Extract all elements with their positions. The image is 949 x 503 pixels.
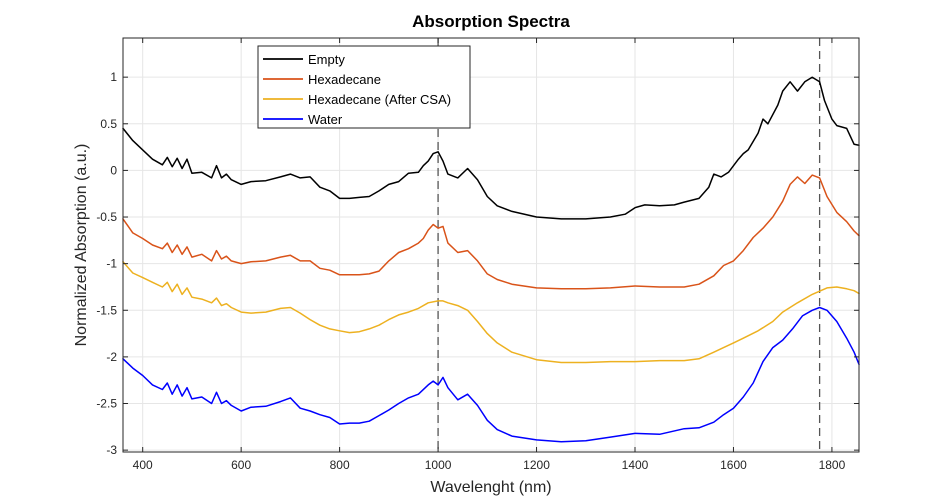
x-tick-label: 1800 [819, 458, 846, 472]
legend-label: Hexadecane [308, 72, 381, 87]
legend: Empty Hexadecane Hexadecane (After CSA) Wat… [257, 45, 471, 129]
x-axis-title: Wavelenght (nm) [430, 479, 551, 496]
x-tick-label: 1400 [622, 458, 649, 472]
series-line-3 [122, 261, 860, 364]
series-line-2 [122, 174, 860, 290]
x-tick-label: 1000 [425, 458, 452, 472]
legend-label: Empty [308, 52, 345, 67]
plot-area [123, 38, 859, 452]
y-tick-label: -3 [106, 443, 117, 457]
x-tick-label: 400 [133, 458, 153, 472]
legend-entries: Empty Hexadecane Hexadecane (After CSA) Wat… [263, 52, 451, 127]
axis-ticks [123, 38, 859, 452]
x-tick-labels: 400 600 800 1000 1200 1400 1600 1800 [133, 458, 846, 472]
y-tick-label: 1 [110, 70, 117, 84]
legend-label: Hexadecane (After CSA) [308, 92, 451, 107]
legend-label: Water [308, 112, 343, 127]
x-tick-label: 600 [231, 458, 251, 472]
y-tick-labels: 1 0.5 0 -0.5 -1 -1.5 -2 -2.5 -3 [96, 70, 117, 457]
y-tick-label: -2.5 [96, 397, 117, 411]
grid-lines [123, 38, 859, 452]
data-series [122, 76, 860, 443]
y-axis-title: Normalized Absorption (a.u.) [73, 144, 90, 347]
chart-title: Absorption Spectra [412, 12, 570, 31]
x-tick-label: 1600 [720, 458, 747, 472]
x-tick-label: 1200 [523, 458, 550, 472]
y-tick-label: -1 [106, 257, 117, 271]
series-line-1 [122, 76, 860, 220]
y-tick-label: 0.5 [100, 117, 117, 131]
y-tick-label: 0 [110, 163, 117, 177]
y-tick-label: -2 [106, 350, 117, 364]
y-tick-label: -0.5 [96, 210, 117, 224]
series-line-4 [122, 306, 860, 443]
x-tick-label: 800 [330, 458, 350, 472]
y-tick-label: -1.5 [96, 303, 117, 317]
plot-frame [122, 37, 860, 453]
